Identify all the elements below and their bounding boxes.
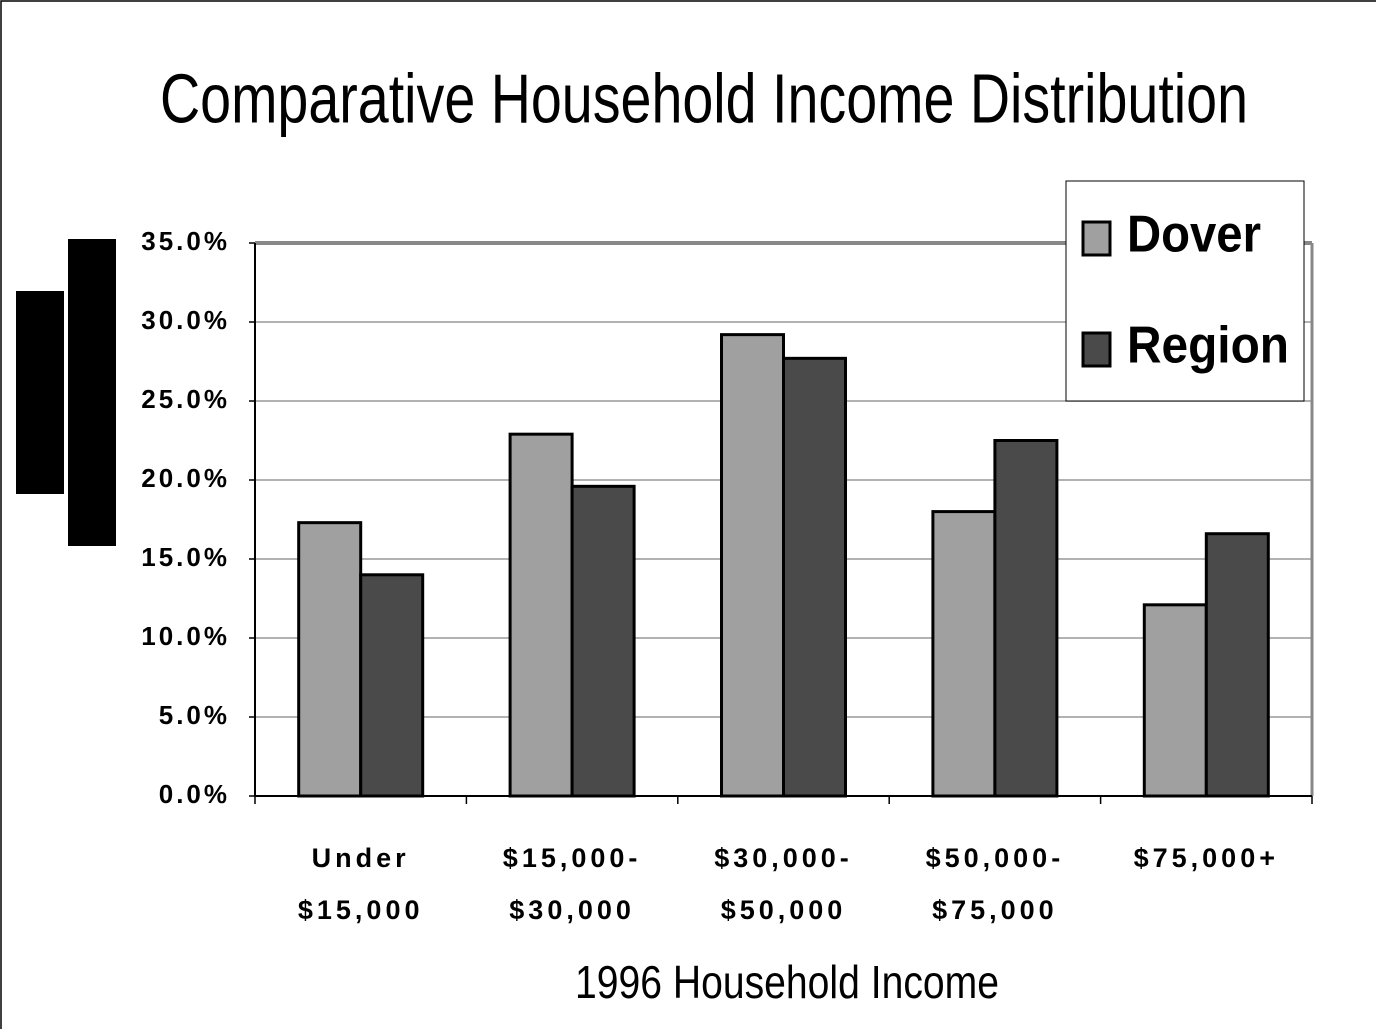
y-tick-label: 30.0% [141,305,230,335]
x-tick-label: $15,000- $30,000 [502,843,642,925]
y-tick-label: 10.0% [141,621,230,651]
x-tick-label: $75,000+ [1133,843,1279,873]
bar [297,521,363,798]
y-tick-label: 20.0% [141,463,230,493]
y-tick-label: 25.0% [141,384,230,414]
y-tick-label: 35.0% [141,226,230,256]
legend-swatch [1081,331,1112,368]
redaction [68,239,116,546]
bar [931,510,997,798]
chart-title: Comparative Household Income Distributio… [160,59,1248,137]
bar [570,484,636,798]
y-tick-label: 0.0% [159,779,230,809]
x-axis-label: 1996 Household Income [575,956,999,1008]
bar [1204,532,1270,798]
bar [359,573,425,798]
x-tick-label: Under $15,000 [297,843,424,925]
bar [1142,603,1208,798]
x-tick-label: $50,000- $75,000 [925,843,1065,925]
bar [782,356,847,798]
legend-swatch [1081,220,1112,257]
redaction [16,291,64,494]
bar [508,432,574,798]
bar [720,333,785,798]
legend-label: Region [1127,317,1289,375]
legend-label: Dover [1127,206,1261,264]
bar [993,439,1059,798]
y-tick-label: 5.0% [159,700,230,730]
y-tick-label: 15.0% [141,542,230,572]
x-tick-label: $30,000- $50,000 [714,843,853,925]
